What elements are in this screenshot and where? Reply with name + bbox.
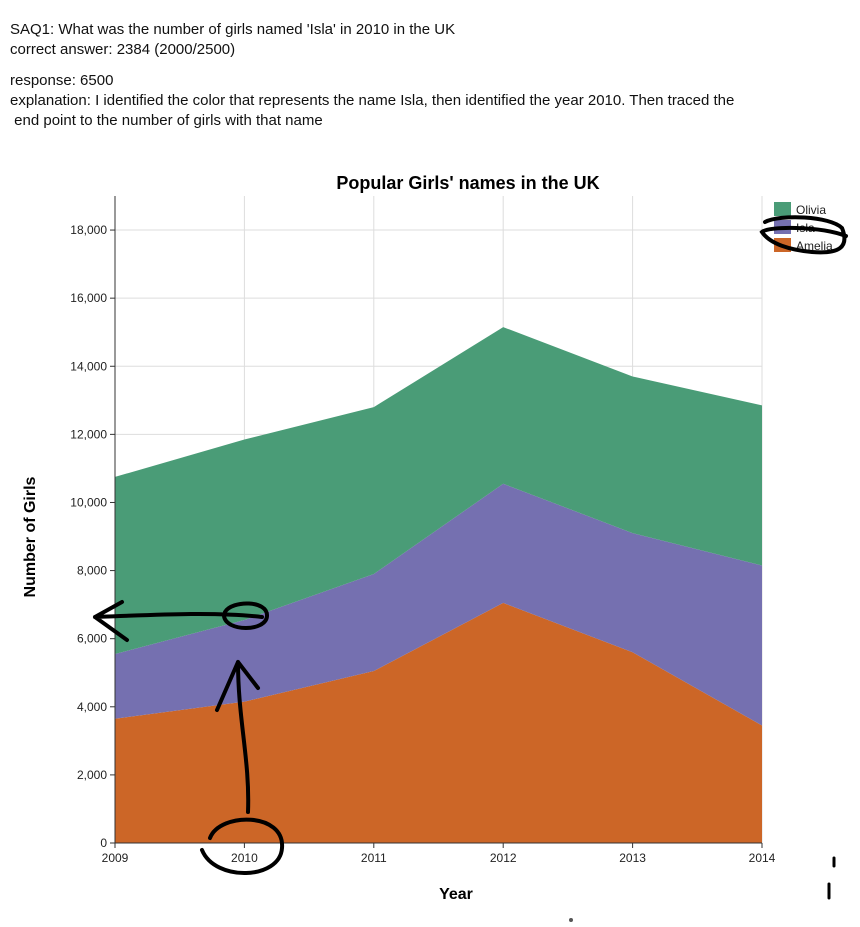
y-axis-title: Number of Girls xyxy=(22,476,39,597)
y-tick-label: 0 xyxy=(100,836,107,850)
area-amelia xyxy=(115,602,762,843)
y-tick-label: 8,000 xyxy=(77,564,107,578)
area-olivia xyxy=(115,327,762,655)
chart-title: Popular Girls' names in the UK xyxy=(336,173,599,193)
y-tick-label: 6,000 xyxy=(77,632,107,646)
x-tick-label: 2013 xyxy=(619,851,646,865)
x-tick-label: 2009 xyxy=(102,851,129,865)
x-tick-label: 2014 xyxy=(749,851,776,865)
y-tick-label: 12,000 xyxy=(70,427,107,441)
x-tick-label: 2012 xyxy=(490,851,517,865)
y-tick-label: 16,000 xyxy=(70,291,107,305)
stray-mark xyxy=(827,856,836,900)
axes: 0 2,000 4,000 6,000 8,000 10,000 12,000 14,000 1… xyxy=(70,196,776,865)
y-tick-label: 2,000 xyxy=(77,768,107,782)
x-tick-label: 2010 xyxy=(231,851,258,865)
x-tick-label: 2011 xyxy=(361,851,387,865)
explanation-text: explanation: I identified the color that… xyxy=(10,92,735,109)
stray-dot xyxy=(569,918,573,922)
y-tick-label: 14,000 xyxy=(70,359,107,373)
y-tick-label: 18,000 xyxy=(70,223,107,237)
legend-swatch-olivia xyxy=(774,202,791,216)
response-text: response: 6500 xyxy=(10,72,114,89)
area-isla xyxy=(115,483,762,726)
question-text: SAQ1: What was the number of girls named… xyxy=(10,21,456,38)
handwritten-annotations xyxy=(93,215,848,922)
annotation-arrow-up xyxy=(215,660,260,814)
y-tick-label: 4,000 xyxy=(77,700,107,714)
annotation-circle-2010-value xyxy=(222,601,269,630)
area-series xyxy=(115,327,762,843)
correct-answer-text: correct answer: 2384 (2000/2500) xyxy=(10,41,236,58)
y-tick-label: 10,000 xyxy=(70,495,107,509)
annotation-legend-scribble xyxy=(759,215,848,255)
x-axis-title: Year xyxy=(439,886,473,903)
annotation-circle-2010-tick xyxy=(200,817,285,875)
annotation-arrow-left xyxy=(93,600,264,642)
explanation-text-continued: end point to the number of girls with th… xyxy=(10,112,323,129)
legend-label-olivia: Olivia xyxy=(796,203,826,217)
